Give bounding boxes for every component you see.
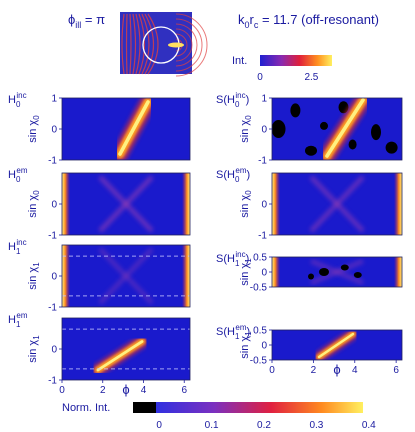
heatmap-image	[272, 257, 402, 287]
panel-title: S(H1em)	[216, 323, 250, 341]
heatmap-image	[62, 318, 190, 380]
x-axis-label: ϕ	[333, 362, 340, 377]
y-tick-label: -1	[48, 156, 57, 167]
y-tick-label: 0.5	[253, 326, 267, 337]
y-tick-label: -0.5	[250, 356, 268, 367]
heatmap-panel-right-2: S(H0em) sin χ0 0 -1	[216, 166, 403, 242]
heatmap-panel-right-4: S(H1em)sin χ1 0.50-0.50 2 4 6ϕ	[216, 323, 403, 377]
norm-colorbar-tick: 0.3	[309, 420, 323, 431]
panel-title: S(H0em)	[216, 166, 250, 184]
intensity-colorbar: Int. 0 2.5	[232, 55, 332, 83]
y-tick-label: 0	[51, 125, 57, 136]
y-tick-label: 0	[51, 272, 57, 283]
phi-ill-label: ϕill = π	[68, 12, 105, 30]
y-axis-label: sin χ1	[27, 262, 41, 290]
y-tick-label: 1	[51, 94, 57, 105]
heatmap-image	[62, 173, 190, 235]
y-axis-label: sin χ0	[27, 115, 41, 143]
panel-title: H0em	[8, 166, 28, 184]
intensity-colorbar-label: Int.	[232, 55, 247, 67]
norm-colorbar-tick: 0	[156, 420, 162, 431]
norm-colorbar-tick: 0.4	[362, 420, 376, 431]
x-tick-label: 0	[269, 365, 275, 376]
x-axis-label: ϕ	[122, 382, 129, 397]
x-tick-label: 0	[59, 385, 65, 396]
panel-title: H1inc	[8, 238, 27, 256]
y-tick-label: 0.5	[253, 253, 267, 264]
y-tick-label: 1	[261, 94, 267, 105]
intensity-colorbar-tick: 0	[257, 72, 263, 83]
y-tick-label: 0	[261, 341, 267, 352]
heatmap-panel-left-2: H0em sin χ0 0 -1	[8, 166, 191, 242]
field-thumbnail	[120, 12, 208, 77]
y-tick-label: 0	[261, 125, 267, 136]
y-tick-label: 0	[261, 200, 267, 211]
y-axis-label: sin χ1	[239, 331, 253, 359]
x-tick-label: 2	[100, 385, 106, 396]
y-tick-label: -1	[48, 303, 57, 314]
panel-title: S(H0inc)	[216, 91, 249, 109]
x-tick-label: 4	[141, 385, 147, 396]
y-tick-label: -1	[258, 156, 267, 167]
y-tick-label: 0	[51, 345, 57, 356]
intensity-colorbar-tick: 2.5	[304, 72, 318, 83]
x-tick-label: 4	[352, 365, 358, 376]
heatmap-image	[272, 98, 402, 160]
norm-colorbar-tick: 0.1	[205, 420, 219, 431]
y-tick-label: -1	[48, 376, 57, 387]
x-tick-label: 6	[181, 385, 187, 396]
y-tick-label: -0.5	[250, 283, 268, 294]
panel-title: H0inc	[8, 91, 27, 109]
panel-title: H1em	[8, 311, 28, 329]
y-axis-label: sin χ0	[239, 190, 253, 218]
x-tick-label: 2	[311, 365, 317, 376]
y-tick-label: -1	[48, 231, 57, 242]
heatmap-image	[272, 173, 402, 235]
heatmap-panel-right-3: S(H1inc)sin χ1 0.5 0 -0.5	[216, 250, 403, 294]
heatmap-image	[62, 245, 190, 307]
y-tick-label: -1	[258, 231, 267, 242]
y-tick-label: 0	[51, 200, 57, 211]
heatmap-image	[272, 330, 402, 360]
y-axis-label: sin χ0	[239, 115, 253, 143]
x-tick-label: 6	[393, 365, 399, 376]
heatmap-panel-right-1: S(H0inc) sin χ0 1 0 -1	[216, 91, 403, 167]
norm-colorbar: Norm. Int. 0 0.1 0.2 0.3 0.4	[62, 402, 395, 431]
y-axis-label: sin χ1	[239, 258, 253, 286]
norm-colorbar-tick: 0.2	[257, 420, 271, 431]
y-axis-label: sin χ0	[27, 190, 41, 218]
y-axis-label: sin χ1	[27, 335, 41, 363]
y-tick-label: 0	[261, 268, 267, 279]
heatmap-image	[62, 98, 190, 160]
norm-colorbar-label: Norm. Int.	[62, 402, 110, 414]
k0rc-label: k0rc = 11.7 (off-resonant)	[238, 12, 379, 30]
panel-title: S(H1inc)	[216, 250, 249, 268]
